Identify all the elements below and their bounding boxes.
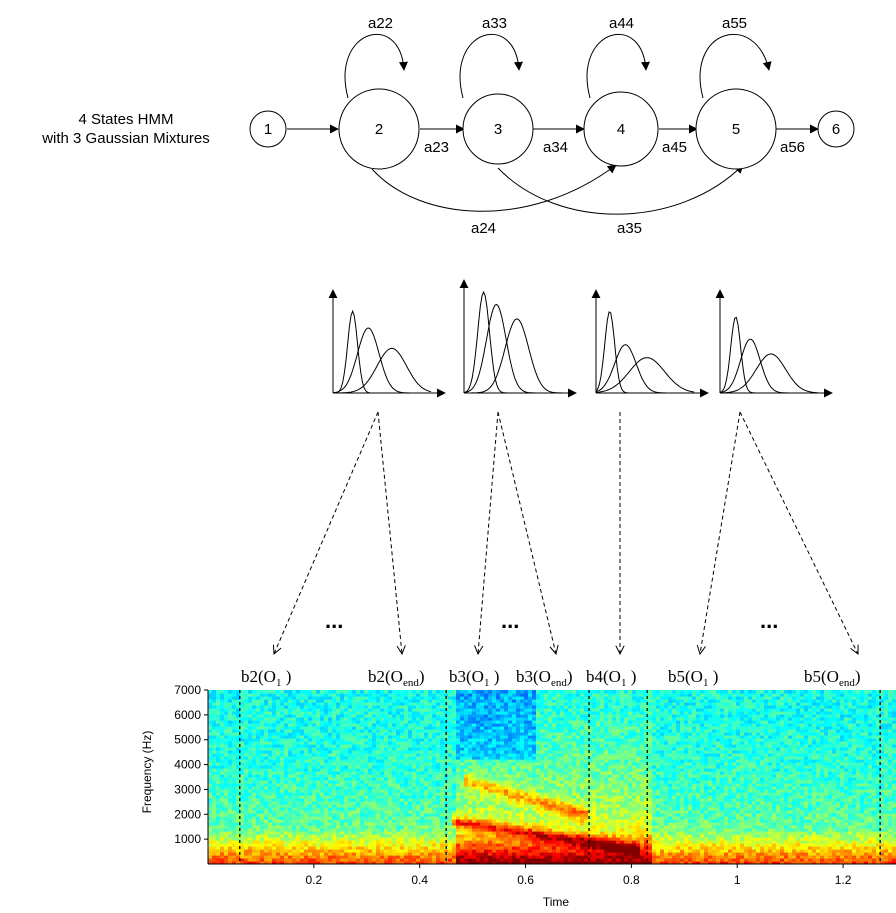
gaussian-curve-3 [720,354,818,393]
obs-b2-last: b2(Oend) [368,667,425,689]
state-4-label: 4 [617,121,625,138]
label-a44: a44 [609,15,634,32]
gaussian-curve-2 [720,339,818,393]
map-arrow-b2-last [378,412,402,654]
gaussian-curve-1 [720,317,818,393]
state-1: 1 [250,111,286,147]
obs-b4-first: b4(O1 ) [586,667,636,689]
skip-arrow-3-5 [498,165,743,214]
x-tick-label: 1 [734,873,741,887]
gaussian-curve-1 [464,292,562,393]
x-axis-label: Time [543,895,570,909]
state-3-label: 3 [494,121,502,138]
mixture-plot-4 [596,290,708,393]
gaussian-curve-2 [333,328,431,393]
gaussian-mixture-plots [333,280,832,393]
label-a56: a56 [780,139,805,156]
self-loop-4 [587,34,646,98]
map-arrow-b3-first [478,412,498,654]
map-arrow-b5-last [740,412,858,654]
y-tick-label: 3000 [174,782,201,796]
self-loop-2 [345,34,404,98]
gaussian-curve-3 [464,319,562,393]
spectrogram-heatmap [208,690,896,865]
label-a45: a45 [662,139,687,156]
state-6-label: 6 [832,121,840,138]
obs-b5-first: b5(O1 ) [668,667,718,689]
x-tick-label: 0.4 [411,873,428,887]
mixture-plot-3 [464,280,576,393]
gaussian-curve-1 [333,311,431,393]
y-tick-label: 6000 [174,708,201,722]
y-tick-label: 1000 [174,832,201,846]
gaussian-curve-1 [596,312,694,393]
svg-text:b3(O1 ): b3(O1 ) [449,667,499,689]
label-a23: a23 [424,139,449,156]
gaussian-curve-3 [333,348,431,393]
self-loop-5 [700,34,769,98]
state-5: 5 [696,89,776,169]
state-3: 3 [463,94,533,164]
hmm-title-line2: with 3 Gaussian Mixtures [41,130,210,147]
state-5-label: 5 [732,121,740,138]
y-tick-label: 5000 [174,733,201,747]
map-arrow-b5-first [700,412,740,654]
x-tick-label: 1.2 [835,873,852,887]
svg-text:b3(Oend): b3(Oend) [516,667,573,689]
state-1-label: 1 [264,121,272,138]
mixture-plot-5 [720,290,832,393]
obs-b3-last: b3(Oend) [516,667,573,689]
skip-arrow-2-4 [372,165,616,211]
y-tick-label: 2000 [174,807,201,821]
label-a33: a33 [482,15,507,32]
gaussian-curve-2 [596,345,694,393]
ellipsis-b5: ... [760,608,778,633]
mixture-plot-2 [333,290,445,393]
svg-text:b2(Oend): b2(Oend) [368,667,425,689]
state-4: 4 [584,92,658,166]
ellipsis-b3: ... [501,608,519,633]
obs-b3-first: b3(O1 ) [449,667,499,689]
label-a55: a55 [722,15,747,32]
y-tick-label: 7000 [174,683,201,697]
label-a24: a24 [471,220,496,237]
obs-b2-first: b2(O1 ) [241,667,291,689]
x-tick-label: 0.8 [623,873,640,887]
obs-b5-last: b5(Oend) [804,667,861,689]
x-tick-label: 0.2 [306,873,323,887]
y-tick-label: 4000 [174,758,201,772]
self-loop-3 [460,34,519,98]
label-a35: a35 [617,220,642,237]
svg-text:b5(O1 ): b5(O1 ) [668,667,718,689]
label-a22: a22 [368,15,393,32]
label-a34: a34 [543,139,568,156]
state-2: 2 [339,89,419,169]
hmm-title-line1: 4 States HMM [78,111,173,128]
state-6: 6 [818,111,854,147]
x-tick-label: 0.6 [517,873,534,887]
svg-text:b2(O1 ): b2(O1 ) [241,667,291,689]
state-2-label: 2 [375,121,383,138]
y-axis-label: Frequency (Hz) [140,731,154,814]
svg-text:b5(Oend): b5(Oend) [804,667,861,689]
ellipsis-b2: ... [325,608,343,633]
svg-text:b4(O1 ): b4(O1 ) [586,667,636,689]
